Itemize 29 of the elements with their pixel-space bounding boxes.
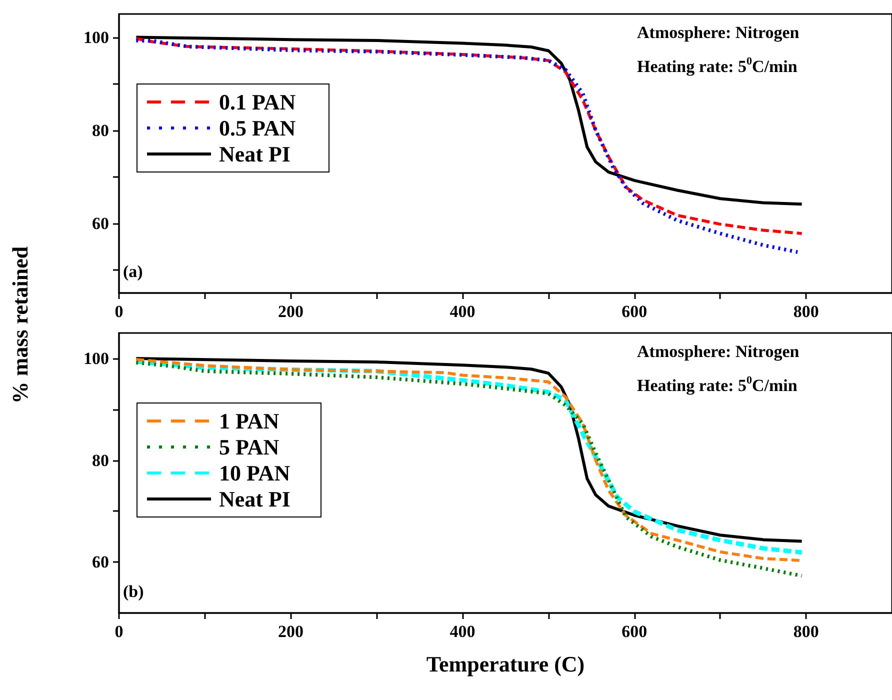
x-axis-title: Temperature (C) <box>426 652 585 676</box>
y-tick-label: 100 <box>84 348 109 368</box>
legend-label: Neat PI <box>219 486 290 512</box>
annotation: (b) <box>123 582 144 601</box>
x-tick-label: 400 <box>450 302 476 321</box>
x-tick-label: 600 <box>622 622 648 641</box>
y-tick-label: 80 <box>92 450 109 470</box>
annotation: Atmosphere: Nitrogen <box>637 23 800 42</box>
x-tick-label: 400 <box>450 622 476 641</box>
y-tick-label: 60 <box>92 214 109 233</box>
y-axis-title: % mass retained <box>8 246 32 404</box>
legend-label: 1 PAN <box>219 408 280 434</box>
legend-label: Neat PI <box>219 142 290 166</box>
x-tick-label: 600 <box>622 302 648 321</box>
x-tick-label: 800 <box>793 622 819 641</box>
x-tick-label: 200 <box>278 622 304 641</box>
x-tick-label: 0 <box>114 302 124 321</box>
annotation: Atmosphere: Nitrogen <box>637 342 800 361</box>
x-tick-label: 800 <box>793 302 819 321</box>
legend-label: 0.5 PAN <box>219 116 296 140</box>
legend-label: 10 PAN <box>219 460 290 486</box>
legend-label: 0.1 PAN <box>219 90 296 114</box>
y-tick-label: 80 <box>92 120 109 140</box>
annotation: (a) <box>123 262 143 281</box>
y-tick-label: 60 <box>92 552 109 572</box>
x-tick-label: 200 <box>278 302 304 321</box>
x-tick-label: 0 <box>114 622 124 641</box>
legend-label: 5 PAN <box>219 434 280 460</box>
y-tick-label: 100 <box>84 28 109 47</box>
